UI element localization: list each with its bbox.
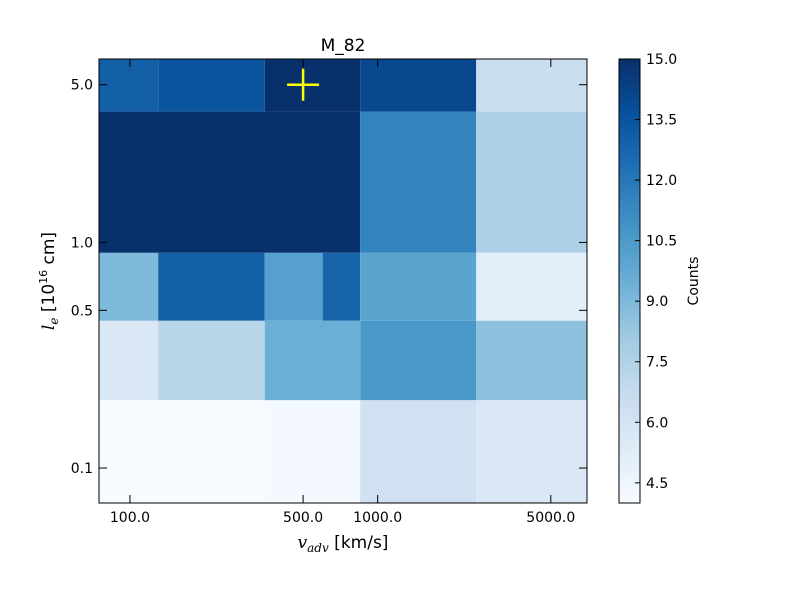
- y-tick-label: 0.5: [71, 303, 93, 319]
- best-fit-marker: [287, 68, 320, 101]
- x-tick-label: 5000.0: [526, 510, 575, 526]
- colorbar-tick-label: 13.5: [646, 113, 677, 129]
- heatmap-cell: [360, 111, 477, 253]
- colorbar-tick-label: 15.0: [646, 52, 677, 68]
- heatmap-cell: [360, 400, 477, 503]
- heatmap-cell: [99, 252, 159, 321]
- y-tick-label: 1.0: [71, 235, 93, 251]
- heatmap-cells: [99, 59, 587, 503]
- heatmap-cell: [158, 320, 265, 401]
- heatmap-cell: [322, 252, 361, 321]
- colorbar-bands: [619, 58, 640, 504]
- x-label-symbol: v: [298, 533, 308, 553]
- colorbar-tick-label: 9.0: [646, 294, 668, 310]
- colorbar: 4.5 6.0 7.5 9.0 10.5 12.0 13.5 15.0 Counts: [618, 52, 702, 504]
- colorbar-tick-label: 7.5: [646, 355, 668, 371]
- heatmap-cell: [360, 252, 477, 321]
- heatmap-cell: [360, 320, 477, 401]
- heatmap-cell: [476, 320, 587, 401]
- heatmap-cell: [158, 59, 265, 112]
- y-label-exponent: 16: [37, 270, 50, 284]
- y-axis-label: le [1016 cm]: [37, 232, 61, 330]
- colorbar-frame: [618, 58, 641, 504]
- heatmap-cell: [99, 320, 159, 401]
- heatmap-cell: [476, 252, 587, 321]
- y-tick-label: 5.0: [71, 78, 93, 94]
- x-axis-label: vadv [km/s]: [298, 533, 389, 555]
- heatmap-cell: [476, 400, 587, 503]
- x-tick-label: 500.0: [283, 510, 323, 526]
- svg-text:le [1016 cm]: le [1016 cm]: [37, 232, 61, 330]
- heatmap-cell: [476, 59, 587, 112]
- heatmap-cell: [264, 252, 323, 321]
- x-label-unit: [km/s]: [329, 533, 389, 553]
- colorbar-tick-label: 6.0: [646, 415, 668, 431]
- y-tick-label: 0.1: [71, 461, 93, 477]
- heatmap-cell: [360, 59, 477, 112]
- heatmap-cell: [99, 111, 361, 253]
- heatmap-cell: [264, 320, 361, 401]
- colorbar-label: Counts: [686, 257, 702, 306]
- x-tick-label: 1000.0: [353, 510, 402, 526]
- y-axis-ticks: 0.1 0.5 1.0 5.0: [71, 78, 587, 477]
- x-tick-label: 100.0: [110, 510, 150, 526]
- x-axis-ticks: 100.0 500.0 1000.0 5000.0: [110, 59, 575, 526]
- x-label-subscript: adv: [307, 541, 329, 555]
- heatmap-cell: [99, 400, 265, 503]
- colorbar-ticks: 4.5 6.0 7.5 9.0 10.5 12.0 13.5 15.0: [635, 52, 677, 492]
- y-label-suffix: cm]: [39, 232, 59, 270]
- heatmap-cell: [264, 400, 361, 503]
- y-label-subscript: e: [47, 318, 61, 325]
- colorbar-tick-label: 4.5: [646, 476, 668, 492]
- heatmap-cell: [99, 59, 159, 112]
- plot-frame: [98, 58, 588, 504]
- y-label-symbol: l: [39, 325, 59, 330]
- chart-title: M_82: [321, 36, 366, 56]
- heatmap-cell: [476, 111, 587, 253]
- colorbar-tick-label: 10.5: [646, 234, 677, 250]
- colorbar-tick-label: 12.0: [646, 173, 677, 189]
- y-label-prefix: [10: [39, 284, 59, 318]
- heatmap-cell: [158, 252, 265, 321]
